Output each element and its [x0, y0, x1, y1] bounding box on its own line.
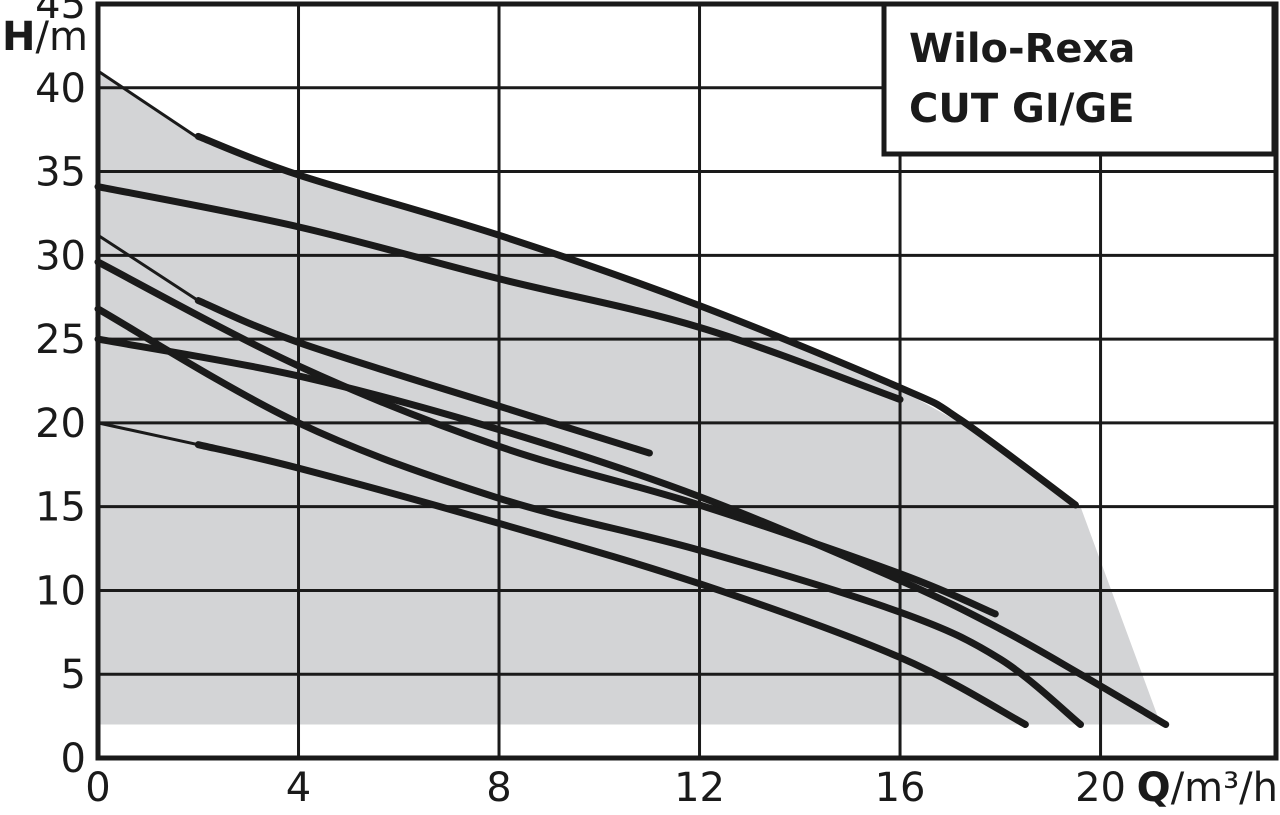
y-tick-label-20: 20: [35, 401, 86, 447]
y-tick-label-5: 5: [61, 652, 86, 698]
y-tick-label-0: 0: [61, 736, 86, 782]
x-axis-title: Q/m³/h: [1137, 765, 1278, 811]
x-tick-label-20: 20: [1075, 765, 1126, 811]
title-box-frame: [881, 1, 1277, 157]
operating-range-envelope: [97, 69, 1161, 725]
x-tick-label-4: 4: [286, 765, 311, 811]
y-tick-label-35: 35: [35, 150, 86, 196]
chart-title-box: Wilo-Rexa CUT GI/GE: [881, 1, 1277, 157]
x-tick-label-16: 16: [875, 765, 926, 811]
pump-curve-1: [194, 132, 1079, 509]
x-axis-unit: /m³/h: [1171, 765, 1278, 811]
y-tick-label-25: 25: [35, 317, 86, 363]
operating-range-area: [98, 71, 1161, 725]
chart-title-line-1: Wilo-Rexa: [909, 26, 1135, 72]
y-tick-label-10: 10: [35, 568, 86, 614]
y-tick-label-40: 40: [35, 66, 86, 112]
x-axis-symbol: Q: [1137, 765, 1171, 811]
x-axis-tick-labels: 0 4 8 12 16 20: [85, 765, 1126, 811]
pump-curve-3: [194, 297, 653, 457]
chart-title-line-2: CUT GI/GE: [909, 86, 1135, 132]
plot-border: [95, 1, 1279, 761]
y-axis-unit: /m: [35, 14, 87, 60]
pump-curve-6: [94, 305, 1084, 728]
plot-frame: [95, 1, 1279, 761]
x-tick-label-8: 8: [486, 765, 511, 811]
pump-curve-5: [94, 335, 1170, 728]
y-axis-symbol: H: [2, 14, 35, 60]
y-axis-tick-labels: 0 5 10 15 20 25 30 35 40 45: [35, 0, 86, 782]
envelope-lower-edge: [97, 421, 199, 447]
performance-curves: [94, 132, 1170, 728]
y-axis-title: H/m: [2, 14, 88, 60]
y-tick-label-30: 30: [35, 233, 86, 279]
x-tick-label-12: 12: [674, 765, 725, 811]
y-tick-label-15: 15: [35, 485, 86, 531]
envelope-mid-edge: [97, 233, 200, 302]
y-tick-label-45: 45: [35, 0, 86, 28]
x-tick-label-0: 0: [85, 765, 110, 811]
envelope-upper-edge: [97, 69, 200, 140]
pump-curve-7: [194, 441, 1029, 728]
pump-curve-4: [94, 258, 999, 618]
pump-curve-2: [94, 183, 904, 403]
